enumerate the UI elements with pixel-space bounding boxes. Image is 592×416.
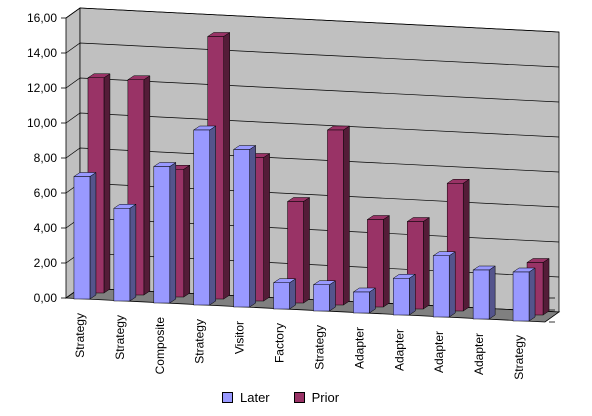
bar-later-front: [193, 129, 210, 306]
x-tick-label: Strategy: [113, 315, 127, 360]
bar-later-side: [488, 265, 496, 320]
legend-swatch-prior: [293, 391, 305, 403]
bar-later-side: [209, 125, 216, 306]
bar-later-side: [169, 162, 177, 304]
bar-prior-side: [542, 258, 550, 316]
x-tick-label: Factory: [273, 323, 287, 363]
y-tick-label: 8,00: [34, 151, 58, 165]
legend-swatch-later: [222, 391, 233, 403]
bar-later-front: [153, 166, 171, 304]
bar-later-front: [353, 291, 370, 314]
x-tick-label: Strategy: [512, 335, 526, 380]
bar-prior-side: [423, 217, 430, 310]
bar-later: [73, 172, 97, 300]
y-tick-label: 0,00: [34, 291, 58, 305]
bar-prior-side: [143, 75, 151, 296]
y-tick-label: 12,00: [27, 81, 57, 95]
bar-later: [113, 203, 137, 302]
bar-later-front: [472, 269, 490, 320]
bar-later-front: [273, 282, 290, 310]
x-tick-label: Composite: [153, 317, 167, 375]
bar-prior-side: [462, 178, 470, 312]
bar-later-side: [369, 287, 376, 314]
y-tick-label: 4,00: [34, 221, 58, 235]
bar-prior-side: [263, 153, 270, 302]
legend-item-prior: Prior: [293, 389, 340, 405]
x-tick-label: Strategy: [193, 319, 207, 364]
x-tick-label: Adapter: [352, 327, 366, 369]
bar-later: [512, 267, 536, 322]
bar-prior-side: [303, 197, 310, 304]
bar-later-front: [432, 255, 450, 318]
bar-later-side: [129, 203, 137, 302]
bar-later: [312, 280, 337, 312]
bar-later: [192, 125, 217, 306]
bar-later: [432, 251, 457, 318]
bar-prior-front: [327, 129, 344, 306]
bar-later-front: [113, 208, 131, 302]
bar-later: [472, 265, 496, 320]
bar-prior-side: [343, 125, 350, 306]
bar-prior: [366, 215, 391, 308]
bar-later: [152, 162, 177, 304]
bar-later-side: [249, 145, 256, 308]
bar-prior-side: [383, 215, 390, 308]
bars: [73, 32, 550, 322]
y-axis-tick-labels: 0,00 2,00 4,00 6,00 8,00 10,00 12,00 14,00 16,00: [27, 11, 555, 323]
legend-label-later: Later: [240, 389, 270, 405]
gridline: [65, 7, 560, 33]
x-tick-label: Adapter: [472, 333, 486, 375]
gridline: [65, 147, 560, 173]
bar-prior-side: [223, 32, 230, 300]
bar-later: [352, 287, 377, 314]
y-tick-label: 10,00: [27, 116, 57, 130]
bar-later: [232, 145, 257, 308]
x-tick-label: Strategy: [312, 325, 326, 370]
bar-later-side: [89, 172, 97, 300]
bar-later: [392, 273, 417, 316]
bar-later-front: [73, 176, 91, 300]
legend-item-later: Later: [222, 390, 270, 405]
bar-later-side: [409, 273, 416, 316]
bar-prior-side: [103, 73, 111, 294]
bar-later-side: [289, 278, 296, 310]
y-tick-label: 6,00: [34, 186, 58, 200]
bar-prior-side: [183, 164, 191, 298]
x-tick-label: Visitor: [233, 321, 247, 354]
gridline: [65, 112, 560, 138]
y-tick-label: 2,00: [34, 256, 58, 270]
bar-later-side: [329, 280, 336, 312]
bar-later-front: [393, 278, 410, 316]
y-tick-label: 14,00: [27, 46, 57, 60]
x-axis-tick-labels: Strategy Strategy Composite Strategy Visitor…: [73, 313, 526, 380]
legend-label-prior: Prior: [311, 389, 340, 405]
x-tick-label: Adapter: [432, 331, 446, 373]
gridline: [65, 42, 560, 68]
y-tick-label: 16,00: [27, 11, 57, 25]
bar-later: [272, 278, 297, 310]
bar-later-front: [313, 284, 330, 312]
x-tick-label: Adapter: [392, 329, 406, 371]
bar-later-front: [233, 149, 250, 308]
gridline: [65, 77, 560, 103]
bar-later-side: [448, 251, 456, 318]
bar-later-front: [512, 271, 530, 322]
legend: Later Prior: [222, 388, 363, 406]
bar-prior: [326, 125, 351, 306]
x-tick-label: Strategy: [73, 313, 87, 358]
bar-later-side: [528, 267, 536, 322]
